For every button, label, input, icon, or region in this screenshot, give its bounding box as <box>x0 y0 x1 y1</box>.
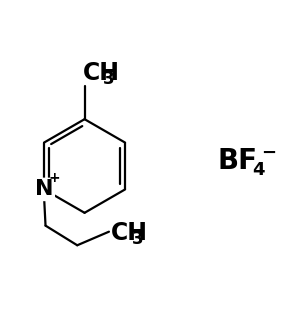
Text: CH: CH <box>83 61 120 85</box>
Text: N: N <box>35 179 53 200</box>
Text: −: − <box>261 144 276 162</box>
Text: +: + <box>48 171 60 185</box>
Text: 3: 3 <box>103 70 115 88</box>
Text: 3: 3 <box>132 230 143 248</box>
Text: 4: 4 <box>252 161 265 179</box>
Text: BF: BF <box>217 147 257 176</box>
Text: CH: CH <box>111 221 148 245</box>
